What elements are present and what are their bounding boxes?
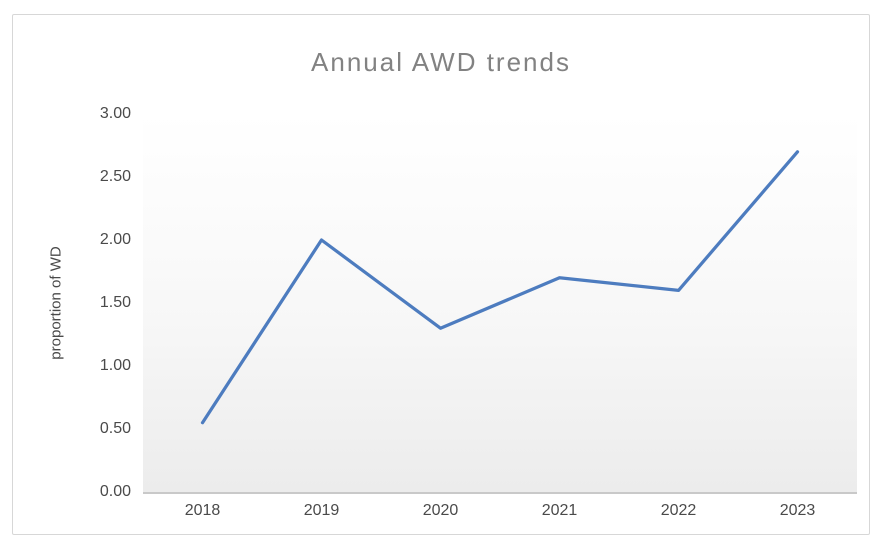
y-tick-label: 0.50: [99, 420, 131, 437]
y-tick-label: 2.50: [99, 168, 131, 185]
x-tick-label: 2021: [541, 502, 578, 519]
plot-area: [143, 114, 857, 494]
y-tick-label: 3.00: [99, 105, 131, 122]
x-tick-label: 2020: [422, 502, 459, 519]
x-tick-label: 2019: [303, 502, 340, 519]
y-tick-label: 1.50: [99, 294, 131, 311]
y-tick-label: 1.00: [99, 357, 131, 374]
y-tick-label: 2.00: [99, 231, 131, 248]
chart-frame: Annual AWD trends proportion of WD 0.00 0…: [12, 14, 870, 535]
x-tick-label: 2018: [184, 502, 221, 519]
chart-title: Annual AWD trends: [311, 47, 571, 77]
y-tick-label: 0.00: [99, 483, 131, 500]
x-tick-label: 2023: [779, 502, 816, 519]
x-tick-label: 2022: [660, 502, 697, 519]
